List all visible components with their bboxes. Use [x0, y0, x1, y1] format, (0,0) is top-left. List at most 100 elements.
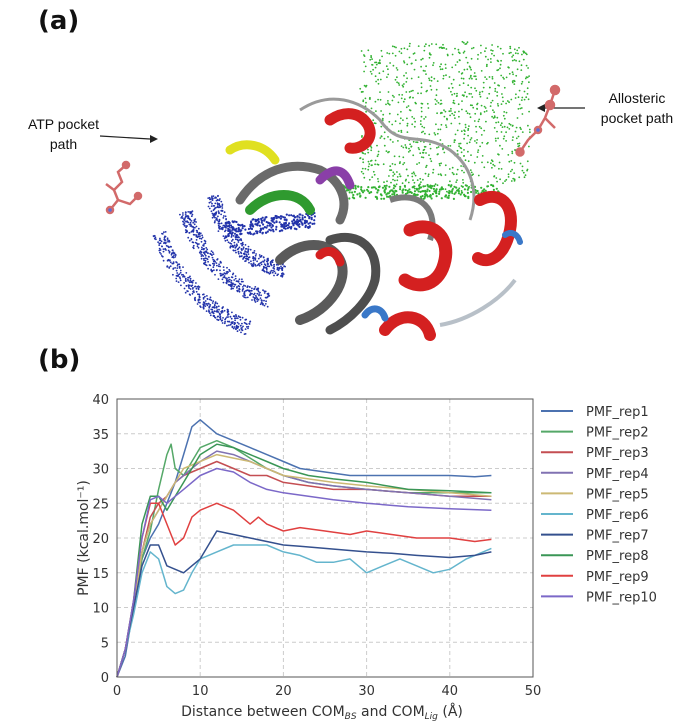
- allosteric-path-point: [381, 186, 385, 189]
- atp-path-point: [235, 220, 238, 224]
- atp-path-point: [182, 266, 184, 268]
- allosteric-path-point: [408, 188, 411, 191]
- atp-path-point: [221, 209, 223, 212]
- atp-path-point: [181, 217, 184, 220]
- allosteric-path-point: [412, 140, 415, 143]
- allosteric-path-point: [474, 112, 477, 115]
- atp-path-point: [265, 216, 268, 219]
- atp-path-point: [215, 262, 218, 264]
- atp-path-point: [286, 227, 289, 230]
- allosteric-path-point: [482, 81, 485, 84]
- allosteric-path-point: [383, 144, 386, 147]
- allosteric-path-point: [392, 187, 395, 190]
- allosteric-path-point: [468, 113, 471, 115]
- atp-path-point: [210, 201, 212, 203]
- atp-path-point: [273, 264, 275, 266]
- allosteric-path-point: [420, 86, 423, 89]
- allosteric-path-point: [497, 68, 500, 71]
- allosteric-path-point: [377, 78, 379, 81]
- allosteric-path-point: [436, 132, 439, 135]
- atp-path-point: [165, 249, 167, 251]
- atp-path-point: [222, 226, 224, 229]
- allosteric-path-point: [501, 148, 504, 150]
- allosteric-path-point: [376, 191, 379, 194]
- atp-path-point: [227, 227, 230, 230]
- atp-path-point: [181, 215, 183, 218]
- atp-path-point: [184, 291, 187, 294]
- allosteric-path-point: [432, 62, 435, 64]
- allosteric-path-point: [463, 188, 466, 191]
- allosteric-path-point: [365, 101, 367, 104]
- allosteric-path-point: [492, 109, 494, 112]
- atp-path-point: [177, 281, 180, 283]
- allosteric-path-point: [364, 97, 367, 100]
- allosteric-path-point: [442, 74, 445, 77]
- atp-path-point: [229, 246, 232, 248]
- atp-path-point: [259, 256, 261, 258]
- atp-path-point: [245, 253, 248, 256]
- allosteric-path-point: [465, 56, 468, 59]
- atp-path-point: [164, 242, 167, 245]
- allosteric-path-point: [380, 110, 382, 112]
- allosteric-path-point: [424, 172, 427, 175]
- atp-path-point: [228, 223, 231, 225]
- allosteric-path-point: [453, 185, 456, 188]
- allosteric-path-point: [444, 188, 447, 191]
- allosteric-path-point: [478, 93, 481, 96]
- atp-path-point: [240, 328, 243, 331]
- allosteric-path-point: [495, 121, 497, 124]
- atp-path-point: [256, 298, 258, 301]
- allosteric-path-point: [420, 65, 422, 68]
- atp-path-point: [249, 320, 252, 323]
- atp-path-point: [231, 238, 234, 241]
- atp-path-point: [290, 225, 293, 229]
- allosteric-path-point: [521, 53, 523, 56]
- allosteric-path-point: [414, 187, 416, 190]
- allosteric-path-point: [366, 188, 369, 191]
- allosteric-path-point: [357, 185, 360, 188]
- atp-path-point: [182, 275, 184, 278]
- atp-path-point: [265, 269, 268, 271]
- allosteric-path-point: [392, 178, 394, 181]
- allosteric-path-point: [419, 195, 422, 198]
- allosteric-path-point: [476, 103, 478, 106]
- allosteric-path-point: [469, 116, 472, 119]
- atp-path-point: [247, 245, 250, 248]
- atp-path-point: [257, 257, 260, 260]
- atp-path-point: [263, 263, 266, 266]
- allosteric-path-point: [428, 44, 431, 47]
- allosteric-path-point: [515, 59, 517, 62]
- ligand-left: [105, 160, 143, 215]
- allosteric-path-point: [429, 147, 432, 150]
- allosteric-path-point: [409, 143, 411, 146]
- atp-path-point: [226, 221, 229, 224]
- allosteric-path-point: [476, 156, 479, 158]
- allosteric-path-point: [380, 135, 383, 138]
- allosteric-path-point: [461, 108, 463, 111]
- allosteric-path-point: [456, 189, 459, 192]
- atp-path-point: [204, 254, 207, 257]
- allosteric-path-point: [379, 193, 382, 196]
- allosteric-path-point: [496, 116, 499, 119]
- y-tick-label: 20: [92, 532, 109, 547]
- allosteric-path-point: [405, 72, 407, 74]
- allosteric-path-point: [457, 103, 460, 106]
- atp-path-point: [249, 248, 252, 251]
- allosteric-path-point: [406, 63, 409, 66]
- allosteric-path-point: [407, 174, 409, 177]
- allosteric-path-point: [499, 63, 502, 66]
- allosteric-path-point: [463, 149, 465, 151]
- atp-path-point: [283, 227, 286, 230]
- atp-path-point: [162, 259, 165, 262]
- atp-path-point: [231, 231, 234, 235]
- atp-path-point: [288, 226, 291, 229]
- allosteric-path-point: [454, 64, 457, 66]
- atp-path-point: [243, 333, 246, 335]
- atp-path-point: [238, 255, 241, 257]
- atp-path-point: [248, 256, 251, 258]
- allosteric-path-point: [404, 188, 407, 192]
- atp-path-point: [261, 216, 264, 219]
- atp-path-point: [213, 221, 216, 224]
- atp-path-point: [280, 215, 283, 218]
- atp-path-point: [283, 222, 286, 225]
